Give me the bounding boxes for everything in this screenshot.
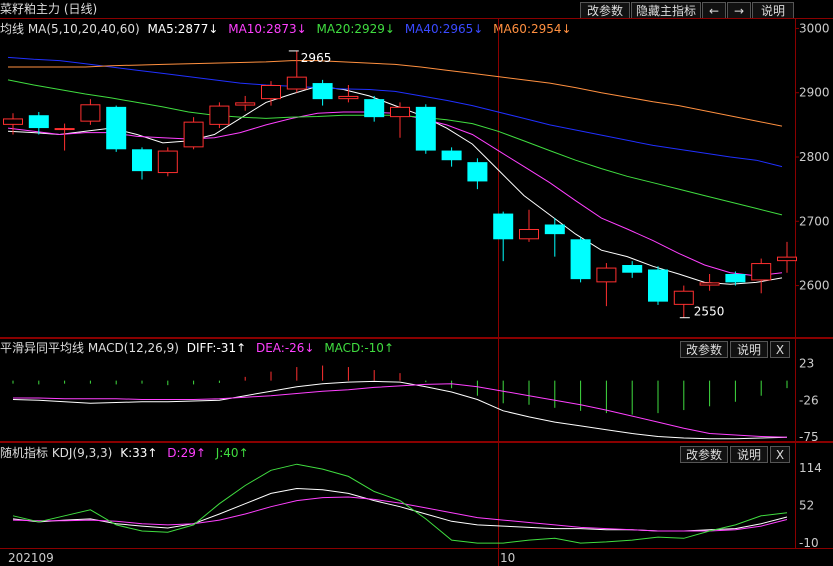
high-price-label: 2965	[301, 51, 332, 65]
kdj-k-line	[12, 487, 788, 532]
x-axis-mid-label: 10	[500, 551, 515, 565]
kdj-close-button[interactable]: X	[770, 446, 790, 463]
kdj-y-tick-label: 52	[799, 499, 814, 513]
candle-up	[596, 267, 617, 283]
candle-up	[338, 95, 359, 100]
candle-up	[157, 150, 178, 174]
kdj-edit-params-button[interactable]: 改参数	[680, 446, 728, 463]
candle-up	[209, 105, 230, 125]
ma20-value: MA20:2929↓	[316, 22, 395, 36]
macd-diff-value: DIFF:-31↑	[186, 341, 247, 355]
ma-legend: 均线 MA(5,10,20,40,60) MA5:2877↓ MA10:2873…	[0, 20, 578, 38]
candle-up	[286, 76, 307, 90]
macd-edit-params-button[interactable]: 改参数	[680, 341, 728, 358]
y-tick-label: 2800	[799, 150, 830, 164]
x-axis-start-label: 202109	[8, 551, 54, 565]
kdj-d-line	[12, 496, 788, 532]
macd-legend: 平滑异同平均线 MACD(12,26,9) DIFF:-31↑ DEA:-26↓…	[0, 339, 400, 357]
candle-down	[725, 274, 746, 283]
candle-down	[544, 224, 565, 235]
ma-line-ma5	[7, 85, 783, 285]
candle-down	[28, 115, 49, 129]
next-arrow-button[interactable]: →	[727, 2, 751, 19]
candle-down	[493, 213, 514, 240]
kdj-j-line	[12, 463, 788, 544]
ma-line-ma40	[7, 56, 783, 168]
ma-line-ma60	[8, 60, 783, 127]
macd-y-tick-label: -75	[799, 430, 819, 444]
candle-down	[106, 106, 127, 150]
kdj-y-tick-label: -10	[799, 536, 819, 550]
ma5-value: MA5:2877↓	[147, 22, 219, 36]
candle-up	[777, 256, 797, 262]
candle-down	[622, 265, 643, 273]
macd-dea-line	[13, 383, 788, 438]
candle-up	[54, 128, 75, 131]
y-tick-label: 2600	[799, 279, 830, 293]
candle-up	[699, 282, 720, 286]
ma60-value: MA60:2954↓	[493, 22, 572, 36]
candle-up	[80, 104, 101, 122]
candle-down	[467, 162, 488, 182]
candle-up	[519, 229, 539, 240]
candle-up	[751, 263, 772, 281]
candle-down	[364, 99, 385, 118]
candle-up	[3, 118, 23, 125]
candle-down	[648, 269, 668, 302]
ma40-value: MA40:2965↓	[404, 22, 484, 36]
candle-up	[261, 85, 281, 100]
ma-line-ma10	[7, 111, 783, 277]
macd-title: 平滑异同平均线 MACD(12,26,9)	[0, 341, 179, 355]
macd-close-button[interactable]: X	[770, 341, 790, 358]
macd-macd-value: MACD:-10↑	[324, 341, 394, 355]
low-price-label: 2550	[694, 305, 725, 319]
candle-up	[390, 106, 410, 118]
macd-help-button[interactable]: 说明	[730, 341, 768, 358]
kdj-k-value: K:33↑	[120, 446, 158, 460]
candle-down	[570, 239, 591, 280]
y-tick-label: 2700	[799, 214, 830, 228]
candle-down	[415, 106, 436, 151]
kdj-help-button[interactable]: 说明	[730, 446, 768, 463]
macd-y-tick-label: 23	[799, 356, 814, 370]
prev-arrow-button[interactable]: ←	[702, 2, 726, 19]
kdj-y-tick-label: 114	[799, 461, 822, 475]
ma-line-ma20	[7, 79, 783, 216]
kdj-d-value: D:29↑	[167, 446, 206, 460]
help-button[interactable]: 说明	[752, 2, 794, 19]
candle-down	[312, 83, 333, 100]
candle-down	[132, 149, 152, 172]
kdj-legend: 随机指标 KDJ(9,3,3) K:33↑ D:29↑ J:40↑	[0, 444, 255, 462]
candle-down	[441, 150, 462, 161]
y-tick-label: 3000	[799, 21, 830, 35]
kdj-title: 随机指标 KDJ(9,3,3)	[0, 446, 113, 460]
macd-dea-value: DEA:-26↓	[255, 341, 315, 355]
macd-y-tick-label: -26	[799, 393, 819, 407]
ma-label: 均线 MA(5,10,20,40,60)	[0, 22, 140, 36]
candle-up	[235, 102, 256, 106]
macd-diff-line	[12, 380, 788, 440]
edit-params-button[interactable]: 改参数	[580, 2, 630, 19]
candle-up	[673, 290, 694, 305]
candle-up	[183, 121, 204, 148]
chart-title-bar: 菜籽粕主力 (日线)	[0, 0, 103, 18]
chart-title: 菜籽粕主力 (日线)	[0, 2, 98, 16]
kdj-j-value: J:40↑	[215, 446, 249, 460]
ma10-value: MA10:2873↓	[228, 22, 307, 36]
hide-main-indicator-button[interactable]: 隐藏主指标	[631, 2, 701, 19]
y-tick-label: 2900	[799, 86, 830, 100]
